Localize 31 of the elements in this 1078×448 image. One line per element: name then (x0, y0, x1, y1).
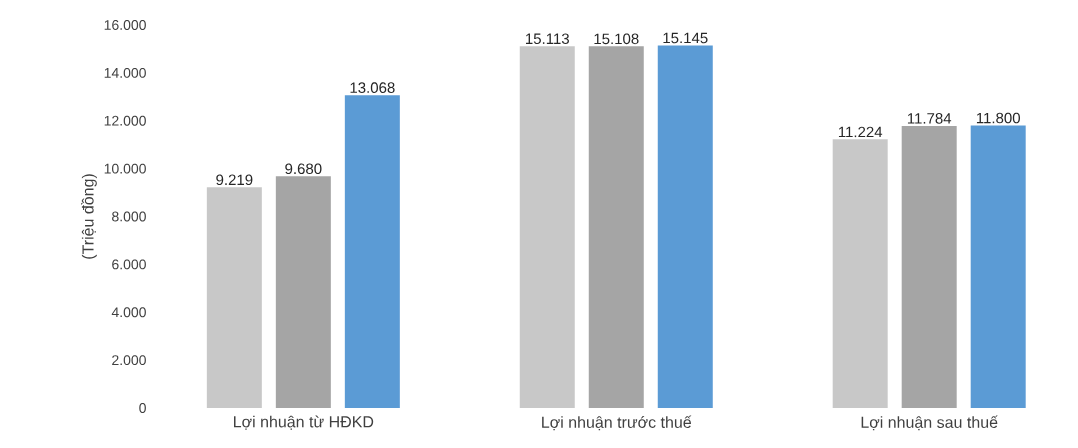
data-label: 9.219 (216, 174, 253, 186)
y-tick-label: 0 (139, 403, 146, 413)
y-tick-label: 14.000 (104, 67, 146, 78)
x-tick-label: Lợi nhuận sau thuế (861, 415, 998, 431)
bar (588, 46, 644, 408)
bar (832, 139, 888, 408)
data-label: 11.784 (907, 113, 952, 124)
y-tick-label: 4.000 (111, 307, 146, 318)
y-tick-label: 2.000 (112, 355, 146, 366)
bar (970, 125, 1026, 408)
bar (344, 95, 400, 408)
y-tick-label: 16.000 (104, 20, 146, 30)
data-label: 11.224 (838, 126, 883, 138)
data-label: 11.800 (976, 112, 1020, 124)
bar (657, 45, 713, 408)
data-label: 13.068 (350, 82, 395, 93)
x-tick-label: Lợi nhuận trước thuế (542, 415, 692, 431)
bar (901, 125, 957, 408)
data-label: 15.108 (594, 33, 639, 45)
data-label: 15.145 (663, 32, 708, 44)
data-label: 9.680 (285, 163, 322, 175)
bar (206, 187, 262, 408)
y-tick-label: 10.000 (104, 163, 146, 174)
y-tick-label: 12.000 (104, 115, 146, 126)
bar (275, 176, 331, 408)
y-axis-title: (Triệu đồng) (81, 174, 97, 259)
y-tick-label: 6.000 (112, 259, 146, 270)
bar (519, 46, 575, 408)
y-tick-label: 8.000 (112, 211, 146, 222)
x-tick-label: Lợi nhuận từ HĐKD (234, 415, 374, 430)
data-label: 15.113 (526, 33, 569, 45)
